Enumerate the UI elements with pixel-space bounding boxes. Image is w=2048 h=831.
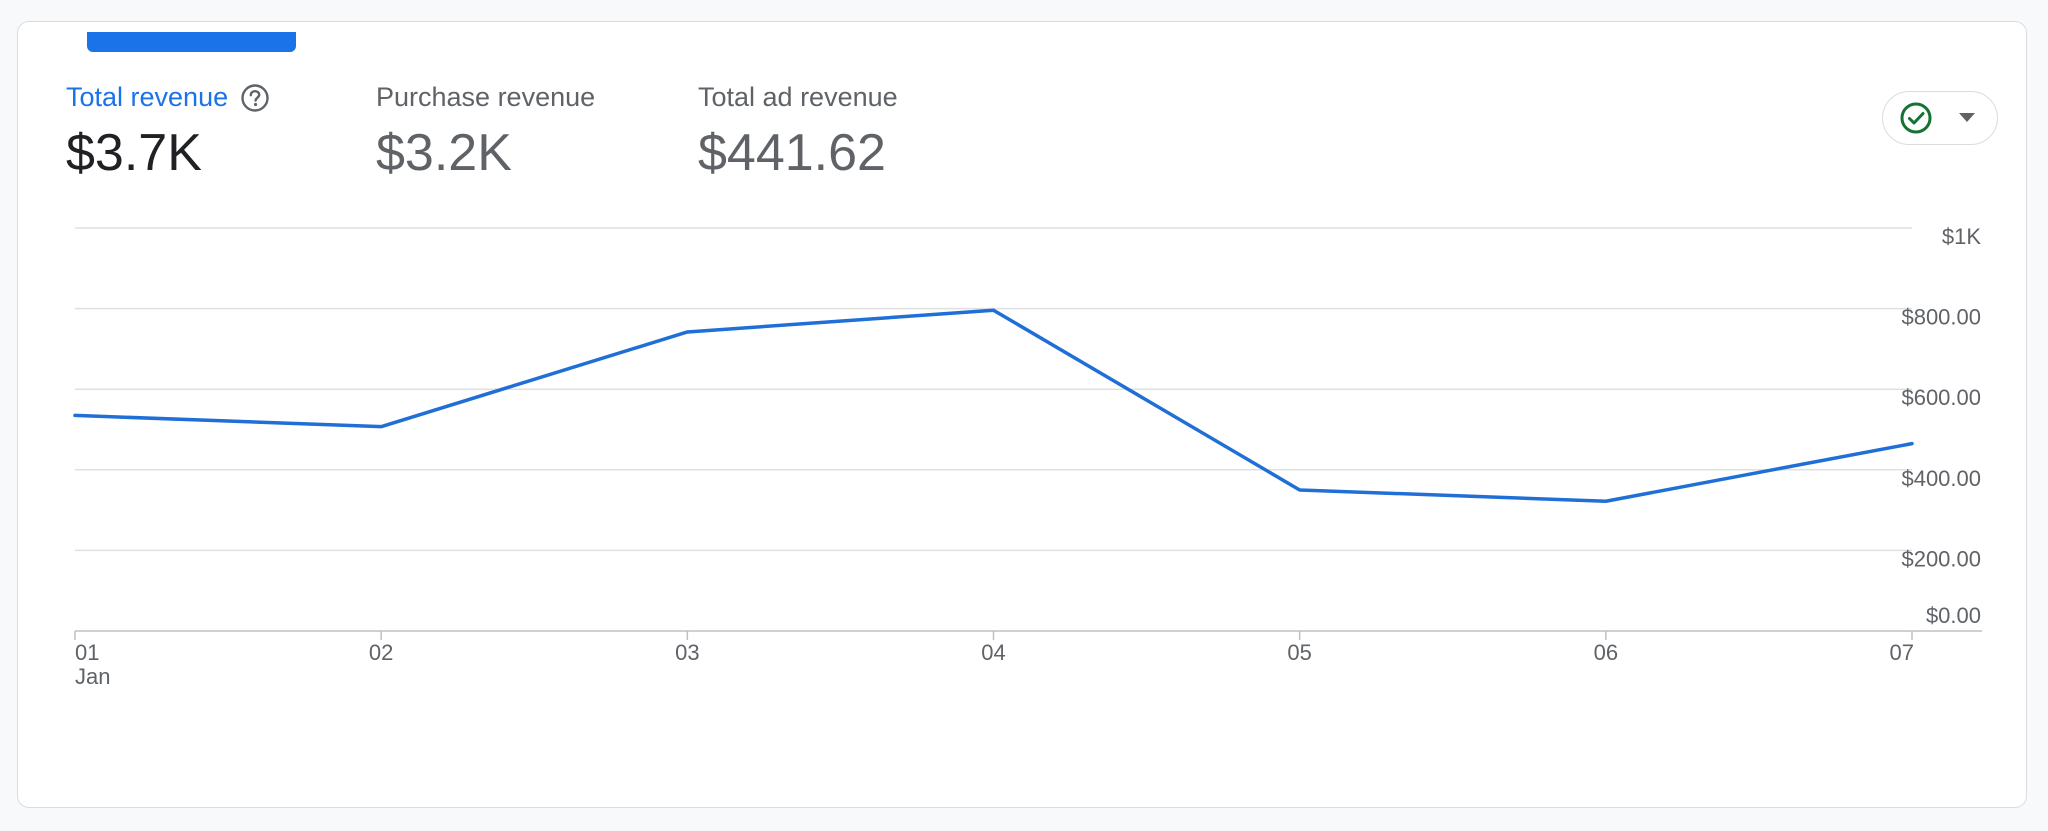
x-tick-label: 03 — [675, 640, 699, 665]
caret-down-icon — [1959, 113, 1975, 122]
x-tick-label: 04 — [981, 640, 1005, 665]
metric-total-ad-revenue[interactable]: Total ad revenue $441.62 — [698, 82, 898, 183]
comparison-status-dropdown[interactable] — [1882, 91, 1998, 145]
x-tick-label: 01 — [75, 640, 99, 665]
y-tick-label: $1K — [1942, 224, 1981, 249]
metric-label: Purchase revenue — [376, 82, 596, 112]
metric-value: $3.7K — [66, 124, 202, 182]
y-tick-label: $800.00 — [1901, 305, 1981, 330]
y-tick-label: $400.00 — [1901, 466, 1981, 491]
x-tick-label: 02 — [369, 640, 393, 665]
metric-value: $3.2K — [376, 124, 512, 182]
help-circle-icon[interactable] — [240, 83, 270, 113]
y-tick-label: $600.00 — [1901, 385, 1981, 410]
metric-value: $441.62 — [698, 124, 886, 182]
metric-purchase-revenue[interactable]: Purchase revenue $3.2K — [376, 82, 595, 183]
metric-label: Total ad revenue — [698, 82, 898, 112]
y-tick-label: $200.00 — [1901, 546, 1981, 571]
metric-label: Total revenue — [66, 82, 229, 112]
x-tick-sublabel: Jan — [75, 664, 110, 689]
y-tick-label: $0.00 — [1926, 603, 1981, 628]
revenue-card: Total revenue $3.7K Purchase revenue $3.… — [17, 21, 2027, 808]
x-tick-label: 06 — [1594, 640, 1618, 665]
check-circle-icon — [1900, 102, 1932, 134]
series-line — [73, 308, 1914, 503]
metric-total-revenue[interactable]: Total revenue $3.7K — [66, 82, 270, 183]
x-tick-label: 07 — [1890, 640, 1914, 665]
x-tick-label: 05 — [1287, 640, 1311, 665]
active-tab-indicator — [87, 32, 296, 52]
